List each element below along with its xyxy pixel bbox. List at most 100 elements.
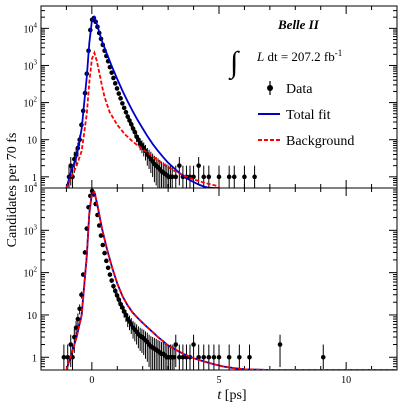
data-point xyxy=(173,174,179,180)
data-point xyxy=(112,81,118,86)
y-tick-label: 103 xyxy=(24,58,38,72)
data-point xyxy=(111,75,116,81)
data-point xyxy=(177,163,182,168)
y-tick-label: 1 xyxy=(32,173,37,184)
data-point xyxy=(121,105,127,111)
experiment-label: Belle II xyxy=(277,17,320,32)
data-point xyxy=(277,342,283,347)
data-point xyxy=(216,354,222,360)
y-tick-label: 10 xyxy=(27,311,37,322)
data-point xyxy=(201,174,207,180)
data-point xyxy=(242,174,247,180)
data-point xyxy=(196,163,201,168)
integral-sign: ∫ xyxy=(228,46,240,81)
y-axis: 1 10 102 103 104 xyxy=(24,181,397,371)
luminosity-var: L xyxy=(256,49,264,64)
x-tick-label: 5 xyxy=(217,375,222,386)
data-point xyxy=(105,265,111,271)
series-background-line xyxy=(65,50,220,188)
luminosity-rest: dt = 207.2 fb xyxy=(264,49,335,64)
y-tick-exponent: 4 xyxy=(34,21,38,29)
data-point xyxy=(125,114,131,119)
legend-data-marker xyxy=(267,85,273,91)
data-point xyxy=(116,297,122,302)
data-point xyxy=(98,233,104,238)
data-point xyxy=(123,109,129,115)
data-point xyxy=(120,101,125,106)
x-axis-title-var: t xyxy=(217,388,222,403)
x-axis-title: t [ps] xyxy=(217,388,246,403)
series-data xyxy=(66,15,257,188)
data-point xyxy=(201,354,207,360)
y-tick-label: 10 xyxy=(27,136,37,147)
data-point xyxy=(112,288,118,294)
plot-frame xyxy=(40,5,398,189)
y-tick-exponent: 2 xyxy=(34,266,38,274)
data-point xyxy=(77,306,82,312)
data-point xyxy=(171,354,177,360)
data-point xyxy=(130,126,136,131)
data-point xyxy=(247,354,252,360)
legend: Data Total fit Background xyxy=(258,81,354,149)
y-tick-label: 1 xyxy=(32,353,37,364)
data-point xyxy=(107,272,113,277)
data-point xyxy=(100,242,106,248)
data-point xyxy=(114,86,120,91)
luminosity-label: ∫ L dt = 207.2 fb-1 xyxy=(228,46,342,81)
data-point xyxy=(226,174,232,180)
data-point xyxy=(68,342,74,347)
y-axis-title: Candidates per 70 fs xyxy=(5,133,20,248)
data-point xyxy=(136,137,141,143)
bottom-panel: 1 10 102 103 104 0 5 10 xyxy=(24,181,398,386)
series-data xyxy=(61,188,326,370)
data-point xyxy=(116,91,122,96)
legend-label-total-fit: Total fit xyxy=(286,108,331,123)
y-tick-exponent: 3 xyxy=(34,223,38,231)
data-point xyxy=(216,174,222,180)
data-point xyxy=(61,354,67,360)
data-point xyxy=(123,312,129,318)
x-tick-label: 0 xyxy=(89,375,94,386)
plot-area xyxy=(61,188,397,370)
data-point xyxy=(120,305,125,310)
data-point xyxy=(320,354,326,360)
legend-entry-background: Background xyxy=(258,134,354,149)
plot-frame xyxy=(40,187,398,371)
y-tick-label: 102 xyxy=(24,96,38,110)
luminosity-text: L dt = 207.2 fb-1 xyxy=(256,48,342,64)
data-point xyxy=(169,174,175,180)
luminosity-exponent: -1 xyxy=(335,48,343,58)
y-tick-exponent: 4 xyxy=(34,181,38,189)
data-point xyxy=(111,283,116,289)
data-point xyxy=(128,122,134,127)
series-total-fit-line xyxy=(65,15,219,188)
data-point xyxy=(75,316,81,322)
legend-label-data: Data xyxy=(286,82,313,97)
data-point xyxy=(177,354,182,360)
data-point xyxy=(206,174,212,180)
data-point xyxy=(109,278,114,283)
data-point xyxy=(211,354,217,360)
y-tick-exponent: 3 xyxy=(34,58,38,66)
y-tick-label: 104 xyxy=(24,181,38,195)
y-tick-exponent: 2 xyxy=(34,96,38,104)
data-point xyxy=(65,354,70,360)
y-tick-label: 104 xyxy=(24,21,38,35)
data-point xyxy=(102,250,107,256)
legend-entry-data: Data xyxy=(267,81,313,97)
data-point xyxy=(73,325,79,330)
x-tick-label: 10 xyxy=(341,375,351,386)
y-tick-label: 103 xyxy=(24,223,38,237)
data-point xyxy=(196,354,201,360)
data-point xyxy=(206,354,212,360)
data-point xyxy=(109,70,114,75)
y-axis: 1 10 102 103 104 xyxy=(24,5,397,189)
data-point xyxy=(173,342,179,347)
x-axis xyxy=(40,6,398,188)
data-point xyxy=(104,258,109,264)
data-point xyxy=(252,174,257,180)
data-point xyxy=(237,354,242,360)
data-point xyxy=(118,96,123,101)
series-background-line xyxy=(65,190,397,370)
